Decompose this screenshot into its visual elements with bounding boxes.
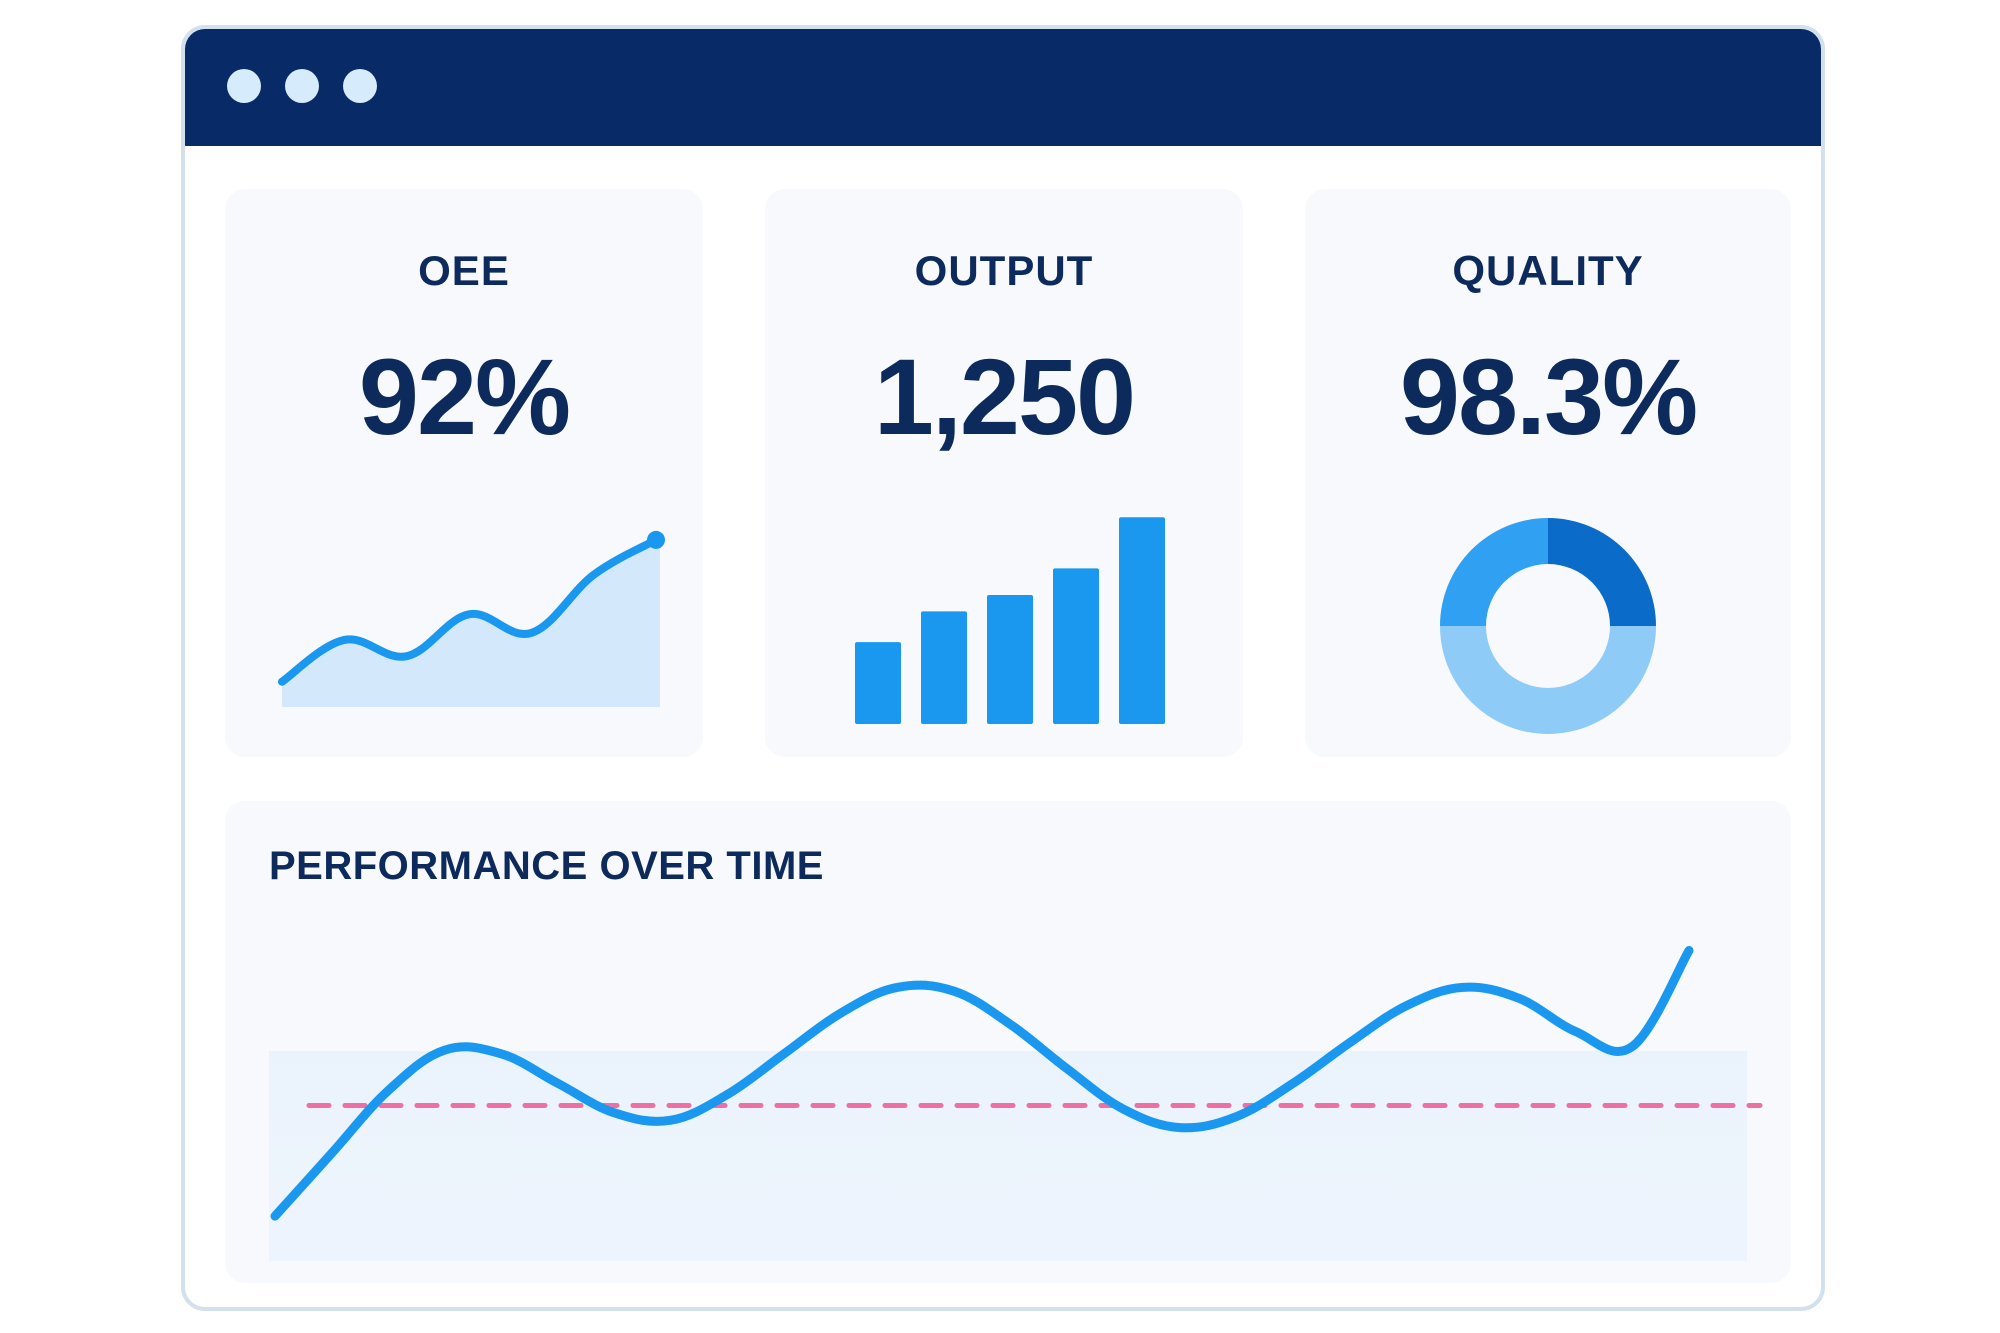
quality-donut-slice <box>1548 518 1656 626</box>
performance-area-fill <box>269 1051 1747 1261</box>
window-dot-close[interactable] <box>227 69 261 103</box>
window-dot-minimize[interactable] <box>285 69 319 103</box>
oee-title: OEE <box>418 247 510 294</box>
window-dot-maximize[interactable] <box>343 69 377 103</box>
output-bar-chart <box>855 517 1165 724</box>
output-bar <box>1119 517 1165 724</box>
performance-card[interactable]: PERFORMANCE OVER TIME <box>225 801 1791 1283</box>
oee-value: 92% <box>358 336 571 457</box>
performance-line-chart <box>269 946 1763 1261</box>
output-bar <box>987 595 1033 724</box>
output-bar <box>921 611 967 724</box>
performance-title: PERFORMANCE OVER TIME <box>269 844 824 888</box>
dashboard-window: OEE 92% OUTPUT 1,250 QUALITY 98.3% PERFO… <box>181 25 1825 1311</box>
output-bar <box>855 642 901 724</box>
oee-area-fill <box>282 539 660 707</box>
quality-title: QUALITY <box>1452 247 1644 294</box>
quality-value: 98.3% <box>1399 336 1698 457</box>
output-card[interactable]: OUTPUT 1,250 <box>765 189 1243 757</box>
quality-donut-slice <box>1440 518 1548 626</box>
oee-sparkline-chart <box>278 530 665 707</box>
quality-card[interactable]: QUALITY 98.3% <box>1305 189 1791 757</box>
performance-line <box>270 946 1694 1221</box>
window-titlebar <box>185 29 1821 146</box>
output-value: 1,250 <box>873 336 1136 457</box>
oee-line <box>278 535 660 686</box>
quality-donut-slice <box>1440 626 1656 734</box>
output-bar <box>1053 568 1099 724</box>
oee-card[interactable]: OEE 92% <box>225 189 703 757</box>
output-title: OUTPUT <box>914 247 1094 294</box>
oee-end-point <box>647 530 665 549</box>
quality-donut-chart <box>1440 518 1656 734</box>
